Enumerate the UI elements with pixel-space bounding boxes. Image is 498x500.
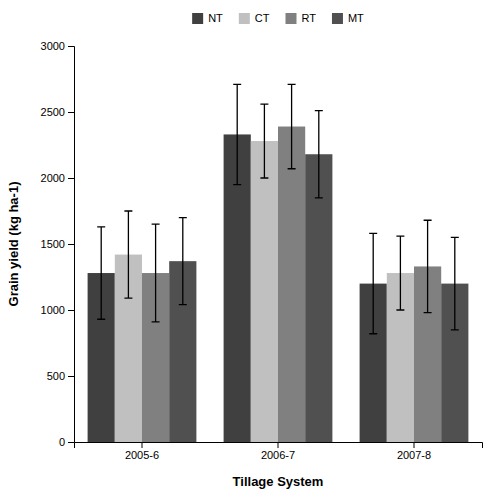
error-bar (260, 104, 268, 178)
x-tick-mark (278, 442, 279, 448)
error-bar (451, 237, 459, 329)
legend-item: NT (192, 12, 223, 24)
legend-swatch (285, 13, 296, 24)
y-tick-mark (68, 376, 74, 377)
y-tick-mark (68, 46, 74, 47)
y-tick: 500 (47, 370, 74, 382)
y-tick-mark (68, 244, 74, 245)
legend-label: NT (208, 12, 223, 24)
legend-label: CT (255, 12, 270, 24)
x-tick-label: 2007-8 (397, 449, 431, 461)
legend-label: RT (301, 12, 316, 24)
x-tick-mark (414, 442, 415, 448)
x-tick: 2005-6 (125, 442, 159, 461)
marks (88, 84, 469, 442)
error-bar (396, 236, 404, 310)
y-tick-label: 1500 (41, 238, 65, 250)
legend-swatch (332, 13, 343, 24)
y-tick: 0 (59, 436, 74, 448)
bar (278, 127, 305, 442)
error-bar (288, 84, 296, 168)
legend-swatch (192, 13, 203, 24)
y-tick: 2000 (41, 172, 74, 184)
x-tick-label: 2006-7 (261, 449, 295, 461)
legend-item: CT (239, 12, 270, 24)
legend-item: MT (332, 12, 364, 24)
y-axis-title: Grain yield (kg ha-1) (6, 182, 21, 307)
y-tick: 1500 (41, 238, 74, 250)
error-bar (233, 84, 241, 184)
y-tick-label: 500 (47, 370, 65, 382)
legend-item: RT (285, 12, 316, 24)
legend: NT CT RT MT (192, 12, 364, 24)
y-tick-label: 1000 (41, 304, 65, 316)
bar (251, 141, 278, 442)
series (115, 141, 414, 442)
y-tick-mark (68, 178, 74, 179)
x-tick: 2006-7 (261, 442, 295, 461)
y-tick-mark (68, 442, 74, 443)
plot-area: 0 500 1000 1500 2000 2500 3000 2005-6 2006-7 2007… (6, 40, 483, 489)
error-bar (315, 111, 323, 198)
error-bar (424, 220, 432, 312)
error-bar (97, 227, 105, 319)
y-tick-label: 3000 (41, 40, 65, 52)
x-axis-title: Tillage System (233, 474, 324, 489)
x-tick-mark (142, 442, 143, 448)
y-axis: 0 500 1000 1500 2000 2500 3000 (41, 40, 75, 448)
legend-swatch (239, 13, 250, 24)
x-tick-label: 2005-6 (125, 449, 159, 461)
y-tick: 1000 (41, 304, 74, 316)
series (142, 127, 441, 442)
y-tick-label: 0 (59, 436, 65, 448)
y-tick-mark (68, 112, 74, 113)
x-axis-line (75, 443, 483, 449)
y-tick: 3000 (41, 40, 74, 52)
y-tick-label: 2500 (41, 106, 65, 118)
y-tick-mark (68, 310, 74, 311)
y-tick-label: 2000 (41, 172, 65, 184)
error-bar (152, 224, 160, 322)
x-tick: 2007-8 (397, 442, 431, 461)
chart: 0 500 1000 1500 2000 2500 3000 2005-6 2006-7 2007… (0, 0, 498, 500)
error-bar (124, 211, 132, 298)
error-bar (179, 218, 187, 305)
legend-label: MT (348, 12, 364, 24)
x-axis: 2005-6 2006-7 2007-8 (75, 442, 483, 461)
error-bar (369, 233, 377, 333)
y-tick: 2500 (41, 106, 74, 118)
y-axis-line (68, 47, 75, 443)
